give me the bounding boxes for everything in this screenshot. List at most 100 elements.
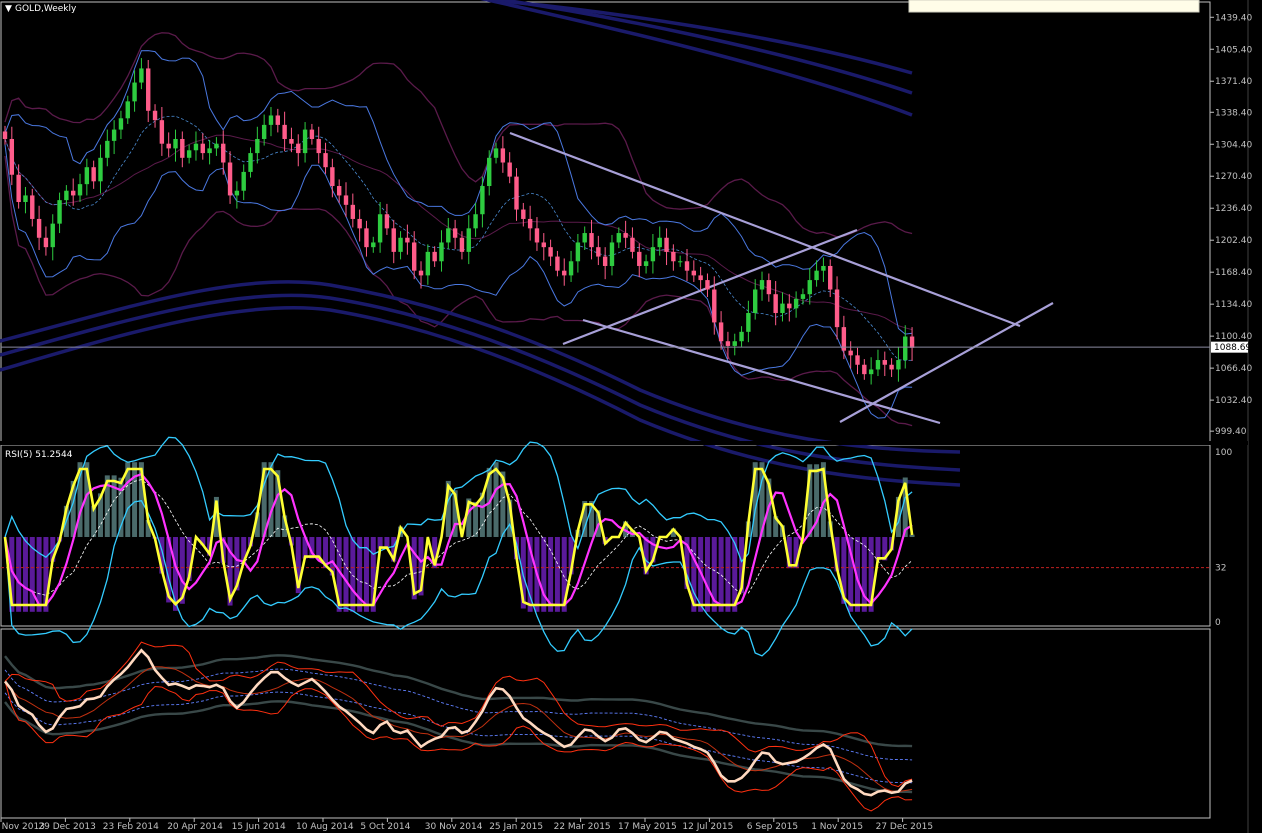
candle-body	[139, 68, 144, 83]
candle-body	[186, 150, 192, 158]
rsi-hist-bar	[548, 537, 554, 612]
osc-red-mid	[4, 666, 913, 793]
candle-body	[466, 228, 471, 252]
rsi-hist-bar	[16, 537, 22, 612]
rsi-hist-bar	[104, 475, 110, 537]
scroll-strip[interactable]	[1248, 0, 1262, 833]
candle-body	[214, 143, 219, 149]
candle-body	[834, 289, 840, 328]
price-tick-label: 1236.40	[1215, 204, 1252, 214]
rsi-hist-bar	[568, 537, 574, 575]
rsi-hist-bar	[43, 537, 49, 612]
rsi-hist-bar	[445, 480, 451, 537]
rsi-hist-bar	[909, 534, 915, 537]
candle-body	[105, 140, 110, 158]
rsi-hist-bar	[316, 537, 322, 559]
candle-body	[316, 138, 321, 154]
rsi-hist-bar	[868, 537, 874, 612]
rsi-hist-bar	[282, 515, 288, 537]
rsi-hist-bar	[384, 537, 390, 549]
rsi-hist-bar	[432, 537, 438, 569]
candle-body	[793, 298, 799, 309]
time-tick-label: 17 May 2015	[618, 822, 677, 832]
candle-body	[111, 129, 117, 141]
candle-body	[848, 350, 853, 356]
outer-band-upper	[4, 32, 913, 238]
candle-body	[166, 143, 171, 149]
candle-body	[289, 138, 294, 144]
candle-body	[500, 148, 506, 163]
candle-body	[418, 270, 424, 276]
rsi-hist-bar	[302, 537, 308, 559]
rsi-hist-bar	[227, 537, 233, 606]
rsi-hist-bar	[786, 537, 792, 569]
candle-body	[548, 247, 553, 257]
candle-body	[602, 256, 608, 266]
rsi-hist-bar	[814, 464, 820, 537]
candle-body	[459, 237, 465, 252]
price-tick-label: 1100.40	[1215, 332, 1252, 342]
rsi-label: RSI(5) 51.2544	[5, 450, 73, 460]
candle-body	[23, 195, 28, 203]
rsi-hist-bar	[125, 462, 131, 537]
rsi-hist-bar	[759, 462, 765, 537]
candle-body	[221, 143, 226, 163]
osc-red-lower	[4, 681, 913, 812]
candle-body	[2, 131, 8, 139]
candle-body	[439, 242, 444, 262]
candle-body	[371, 242, 376, 248]
rsi-hist-bar	[391, 537, 397, 562]
candle-body	[268, 115, 274, 125]
rsi-hist-bar	[29, 537, 35, 612]
inner-band-upper	[4, 50, 913, 335]
rsi-hist-bar	[329, 537, 335, 576]
info-box	[908, 0, 1200, 13]
oscillator-panel	[3, 641, 913, 812]
rsi-tick-label: 100	[1215, 448, 1232, 458]
candle-body	[766, 280, 772, 295]
rsi-hist-bar	[841, 537, 847, 604]
candle-body	[889, 364, 894, 370]
channel-line[interactable]	[839, 302, 1054, 423]
candle-body	[391, 228, 396, 252]
rsi-hist-bar	[254, 512, 260, 537]
candle-body	[807, 280, 812, 295]
candle-body	[71, 190, 76, 196]
candle-body	[759, 280, 765, 290]
channel-line[interactable]	[509, 131, 1021, 328]
price-tick-label: 1304.40	[1215, 140, 1252, 150]
candle-body	[412, 242, 417, 271]
current-price-label: 1088.69	[1214, 343, 1251, 353]
candle-body	[677, 261, 683, 263]
candle-body	[227, 162, 233, 196]
candle-body	[207, 148, 212, 154]
rsi-hist-bar	[732, 537, 738, 612]
candle-body	[616, 233, 621, 243]
candle-body	[357, 218, 362, 229]
candle-body	[336, 186, 342, 196]
inner-band-mid	[4, 115, 913, 361]
candle-body	[909, 336, 915, 348]
candle-body	[780, 303, 785, 314]
rsi-hist-bar	[97, 493, 103, 537]
candle-body	[568, 261, 574, 276]
trend-channel[interactable]	[509, 131, 1054, 425]
rsi-hist-bar	[377, 537, 383, 549]
candle-body	[330, 167, 335, 187]
candle-body	[180, 138, 185, 158]
candle-body	[800, 294, 806, 299]
candle-body	[234, 190, 240, 196]
candle-body	[50, 223, 55, 248]
candle-body	[343, 195, 349, 205]
channel-line[interactable]	[562, 228, 858, 346]
candle-body	[541, 242, 546, 248]
rsi-hist-bar	[213, 496, 219, 537]
candle-body	[296, 143, 301, 154]
rsi-hist-bar	[241, 537, 247, 565]
rsi-hist-bar	[479, 492, 485, 537]
channel-line[interactable]	[582, 318, 941, 425]
time-tick-label: 3 Nov 2013	[0, 822, 45, 832]
price-tick-label: 1202.40	[1215, 236, 1252, 246]
candle-body	[446, 228, 451, 243]
inner-band-lower	[4, 144, 913, 419]
